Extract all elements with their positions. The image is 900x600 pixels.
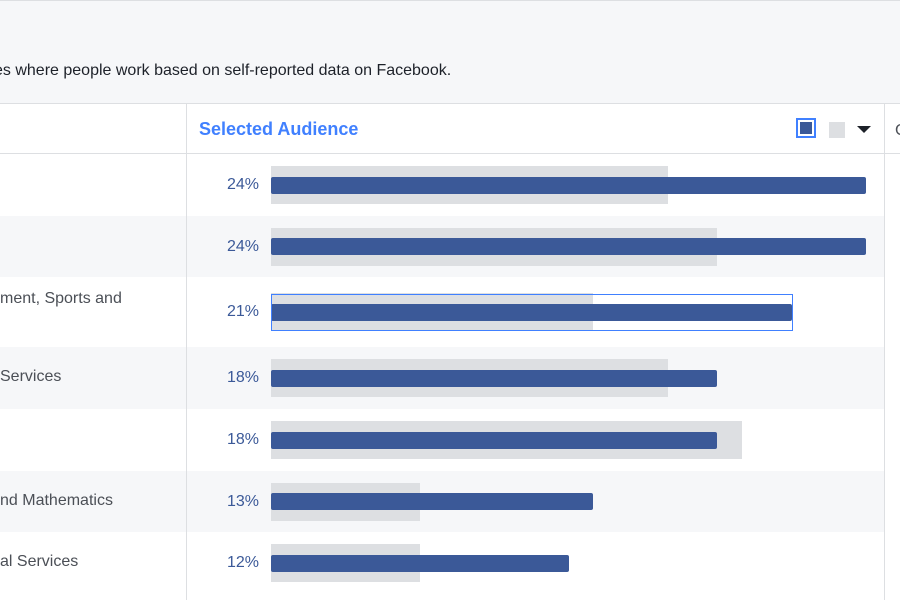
selected-audience-header[interactable]: Selected Audience — [199, 119, 359, 139]
row-percentage: 24% — [226, 176, 259, 193]
chevron-down-icon[interactable] — [857, 126, 871, 133]
row-percentage: 18% — [226, 431, 259, 448]
selected-bar[interactable] — [271, 554, 569, 572]
selected-bar[interactable] — [271, 369, 717, 387]
table-row[interactable]: 18% — [0, 409, 885, 471]
column-divider-left — [186, 103, 187, 600]
row-percentage: 18% — [226, 369, 259, 386]
row-percentage: 13% — [226, 492, 259, 510]
compare-legend-swatch-icon[interactable] — [829, 122, 845, 138]
selected-bar[interactable] — [271, 493, 593, 510]
selected-legend-swatch-icon[interactable] — [796, 118, 816, 138]
row-label: Services — [0, 368, 62, 385]
row-percentage: 12% — [226, 554, 259, 571]
row-percentage: 24% — [226, 237, 259, 255]
table-row[interactable]: 24% — [0, 216, 885, 277]
selected-bar[interactable] — [271, 238, 866, 255]
column-divider-right — [884, 103, 885, 600]
selected-bar[interactable] — [271, 176, 866, 194]
table-row[interactable]: ment, Sports and 21% — [0, 277, 885, 347]
row-label: al Services — [0, 553, 79, 570]
next-column-header[interactable]: C — [895, 122, 900, 140]
table-row[interactable]: al Services 12% — [0, 532, 885, 594]
row-label: ment, Sports and — [0, 290, 122, 307]
table-row[interactable]: Services 18% — [0, 347, 885, 409]
audience-table: Selected Audience C 24% 24% ment, Sports a… — [0, 103, 900, 600]
table-row[interactable]: 24% — [0, 154, 885, 216]
table-row[interactable]: nd Mathematics 13% — [0, 471, 885, 532]
bar-hover-highlight — [271, 294, 793, 331]
page-description: es where people work based on self-repor… — [0, 62, 452, 79]
row-percentage: 21% — [226, 303, 259, 320]
row-label: nd Mathematics — [0, 491, 113, 509]
selected-bar[interactable] — [271, 431, 717, 449]
top-area: es where people work based on self-repor… — [0, 0, 900, 103]
selected-bar[interactable] — [271, 303, 792, 321]
table-header: Selected Audience C — [0, 103, 900, 154]
